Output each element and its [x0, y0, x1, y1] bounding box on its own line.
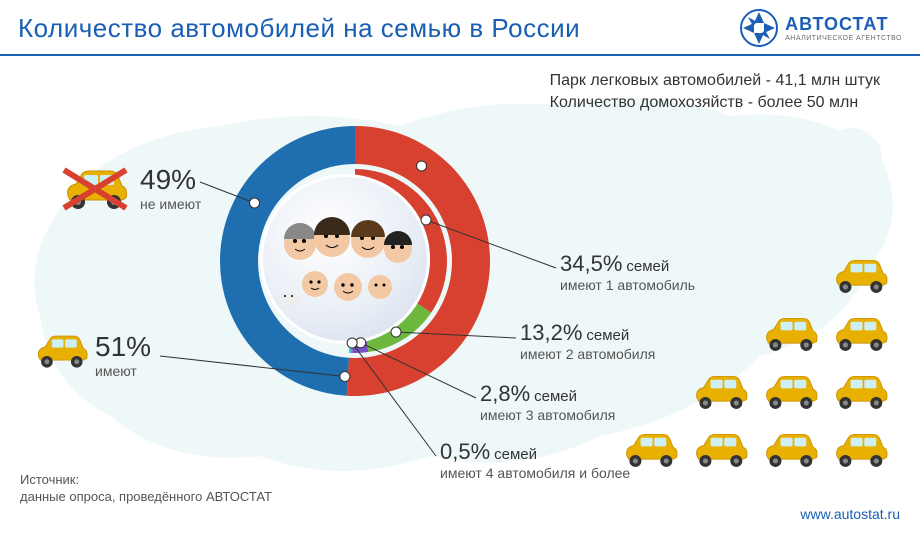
- stat-line-2: Количество домохозяйств - более 50 млн: [550, 92, 880, 114]
- page-title: Количество автомобилей на семью в России: [18, 13, 580, 44]
- label-have-car: 51% имеют: [95, 331, 151, 381]
- have-car-icon: [32, 331, 90, 371]
- car-icon: [830, 430, 890, 470]
- footer-url: www.autostat.ru: [800, 506, 900, 522]
- car-icon: [830, 314, 890, 354]
- stat-line-1: Парк легковых автомобилей - 41,1 млн шту…: [550, 70, 880, 92]
- txt-51: имеют: [95, 363, 137, 379]
- logo-name: АВТОСТАТ: [785, 14, 902, 35]
- car-icon: [830, 256, 890, 296]
- car-icon: [760, 430, 820, 470]
- logo-sub: АНАЛИТИЧЕСКОЕ АГЕНТСТВО: [785, 35, 902, 42]
- brand-logo: АВТОСТАТ АНАЛИТИЧЕСКОЕ АГЕНТСТВО: [739, 8, 902, 48]
- seg-1-label: 34,5%семей имеют 1 автомобиль: [560, 251, 695, 295]
- label-no-car: 49% не имеют: [140, 164, 201, 214]
- car-row-1: [830, 256, 890, 296]
- seg-2-label: 13,2%семей имеют 2 автомобиля: [520, 320, 655, 364]
- car-icon: [830, 372, 890, 412]
- no-car-icon: [60, 166, 130, 212]
- car-icon: [760, 314, 820, 354]
- source-note: Источник: данные опроса, проведённого АВ…: [20, 472, 272, 506]
- car-row-2: [760, 314, 890, 354]
- car-icon: [620, 430, 680, 470]
- car-icon: [760, 372, 820, 412]
- logo-icon: [739, 8, 779, 48]
- car-row-4: [620, 430, 890, 470]
- txt-49: не имеют: [140, 196, 201, 212]
- car-row-3: [690, 372, 890, 412]
- top-stats: Парк легковых автомобилей - 41,1 млн шту…: [550, 70, 880, 113]
- family-illustration: [260, 174, 430, 344]
- seg-3-label: 2,8%семей имеют 3 автомобиля: [480, 381, 615, 425]
- car-icon: [690, 372, 750, 412]
- car-icon: [690, 430, 750, 470]
- pct-49: 49%: [140, 164, 196, 195]
- seg-4-label: 0,5%семей имеют 4 автомобиля и более: [440, 439, 630, 483]
- pct-51: 51%: [95, 331, 151, 362]
